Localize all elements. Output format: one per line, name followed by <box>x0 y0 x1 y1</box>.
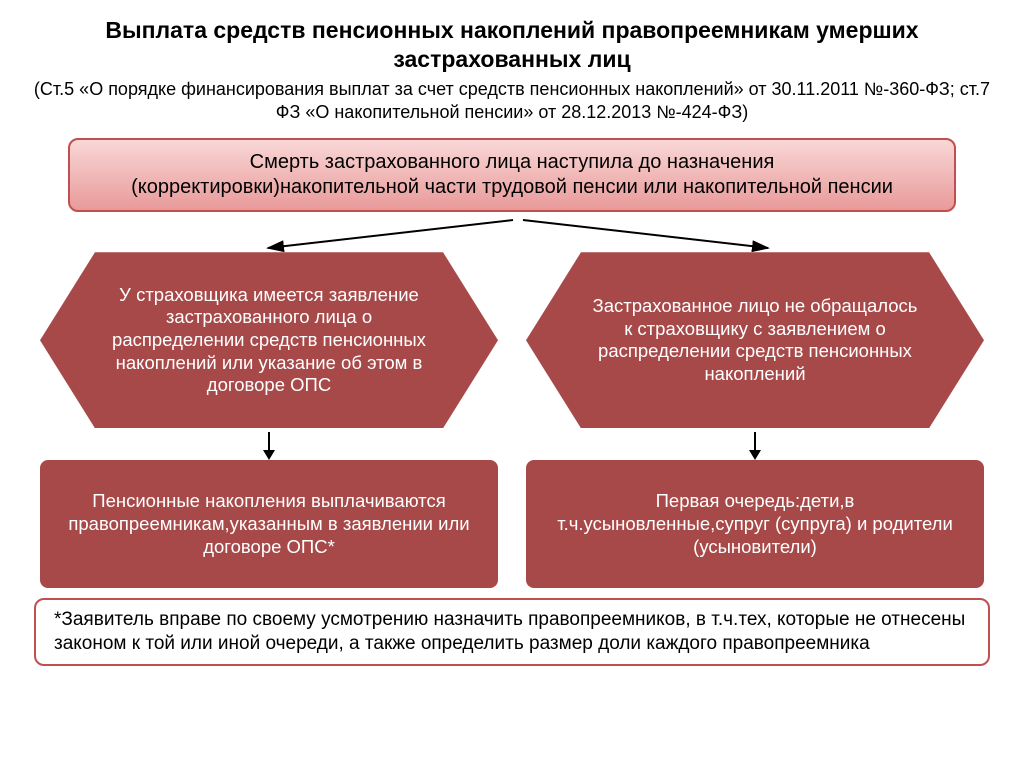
page-subtitle: (Ст.5 «О порядке финансирования выплат з… <box>28 78 996 125</box>
rect-right: Первая очередь:дети,в т.ч.усыновленные,с… <box>526 460 984 588</box>
down-arrows-row <box>40 432 984 460</box>
rect-left: Пенсионные накопления выплачиваются прав… <box>40 460 498 588</box>
hex-left: У страховщика имеется заявление застрахо… <box>40 252 498 428</box>
rect-row: Пенсионные накопления выплачиваются прав… <box>40 460 984 588</box>
hex-right: Застрахованное лицо не обращалось к стра… <box>526 252 984 428</box>
hex-right-text: Застрахованное лицо не обращалось к стра… <box>526 252 984 428</box>
split-arrows <box>68 218 956 252</box>
footnote-box: *Заявитель вправе по своему усмотрению н… <box>34 598 990 666</box>
arrow-down-right <box>526 432 984 460</box>
arrow-down-left <box>40 432 498 460</box>
hex-left-text: У страховщика имеется заявление застрахо… <box>40 252 498 428</box>
condition-box: Смерть застрахованного лица наступила до… <box>68 138 956 212</box>
page-title: Выплата средств пенсионных накоплений пр… <box>28 16 996 74</box>
hex-row: У страховщика имеется заявление застрахо… <box>40 252 984 428</box>
